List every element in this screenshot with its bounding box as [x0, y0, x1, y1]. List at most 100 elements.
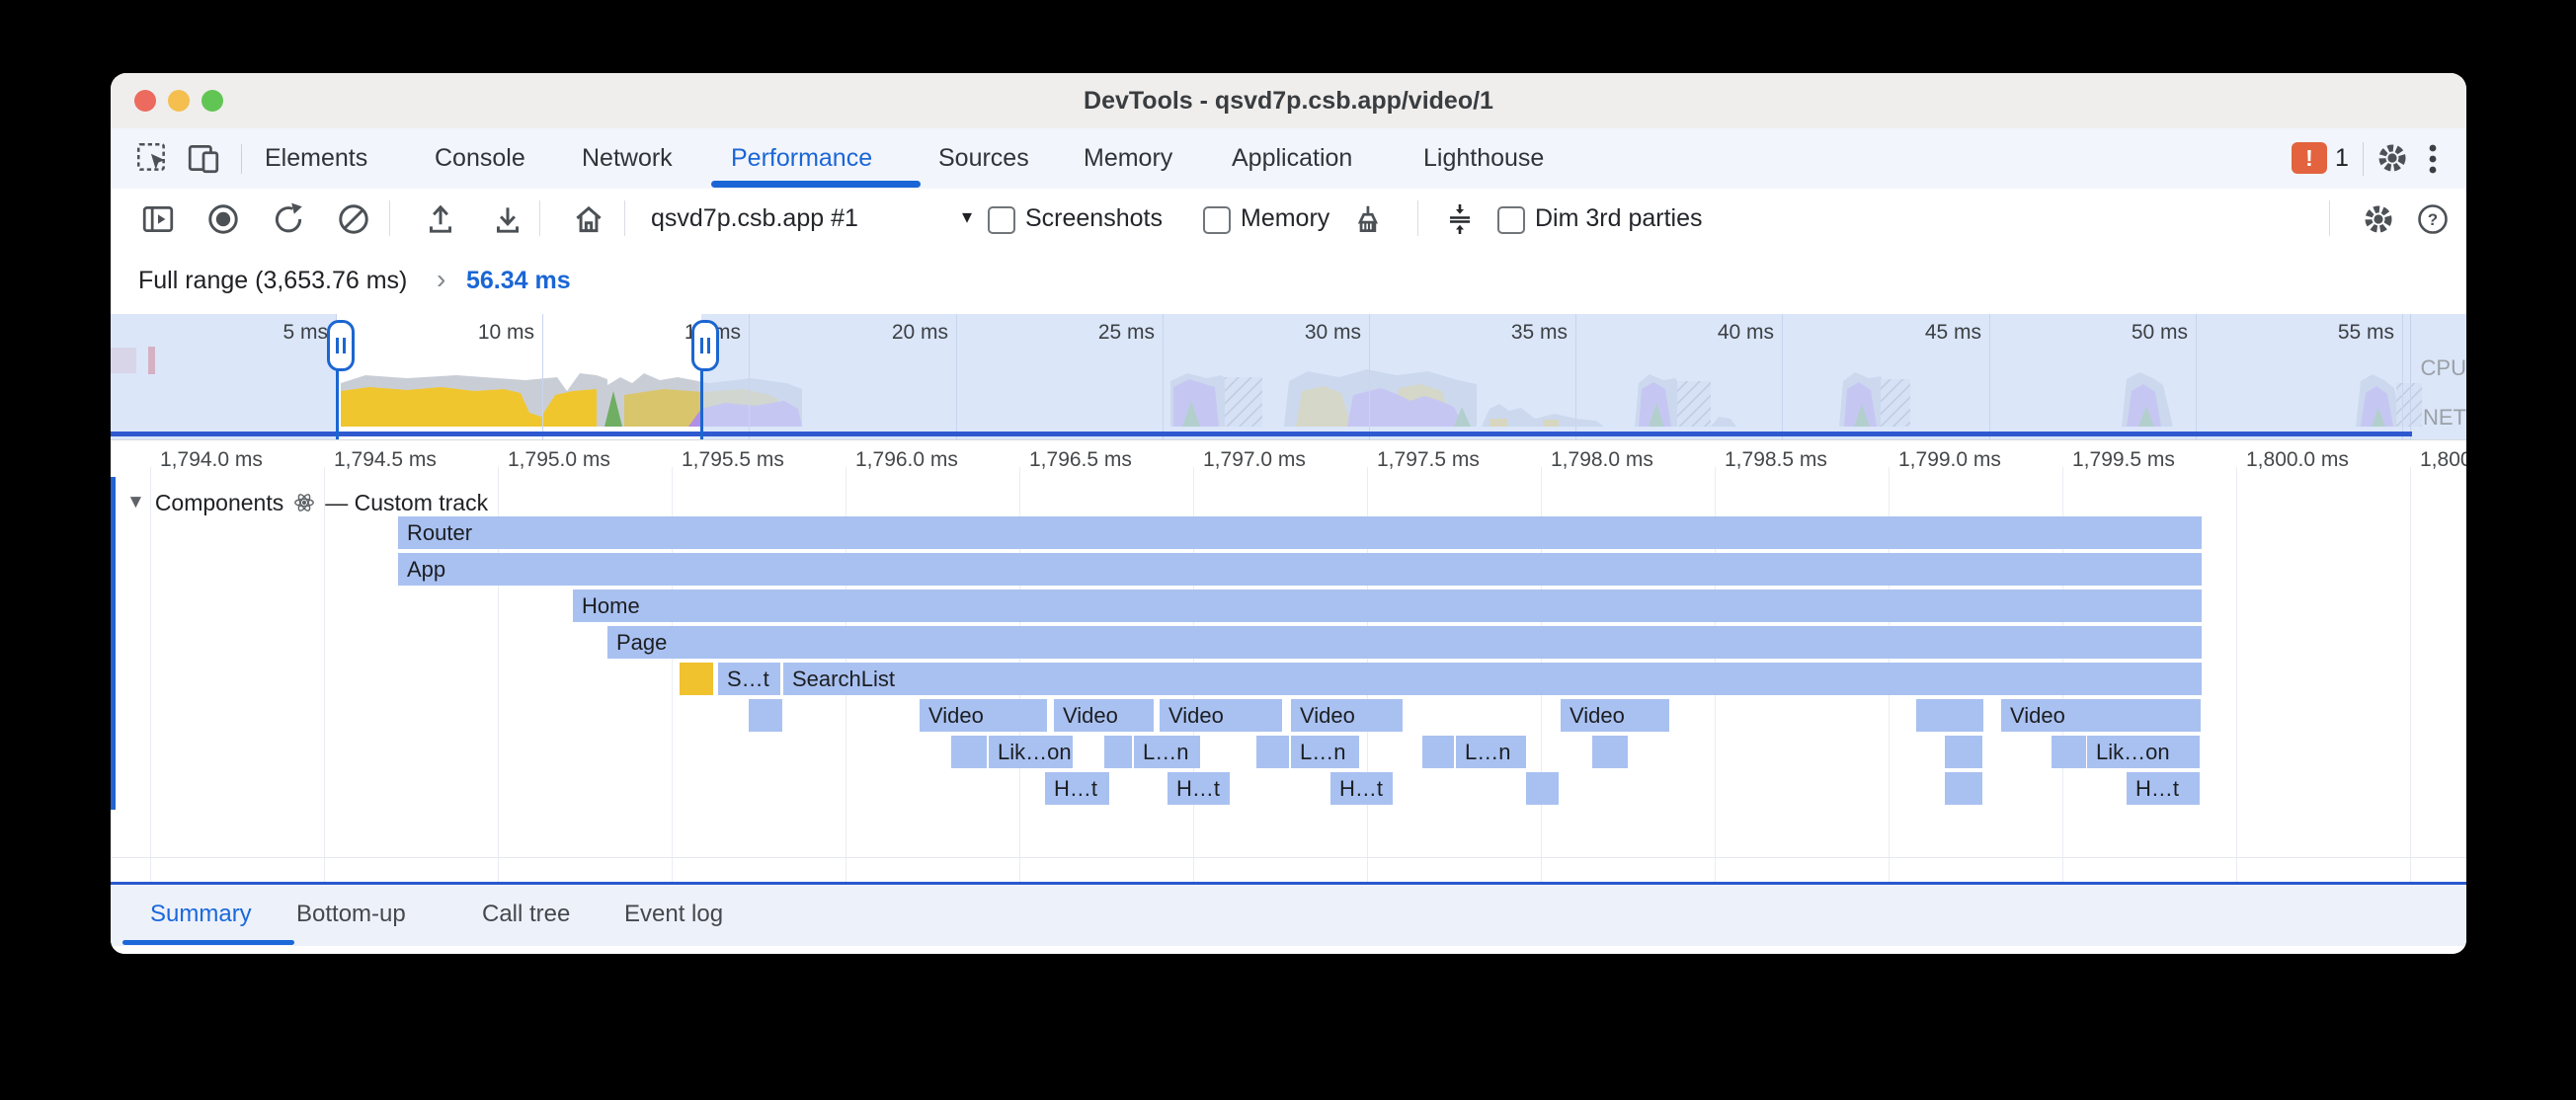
flame-bar[interactable]: [680, 663, 713, 695]
minimap-tick-label: 20 ms: [891, 321, 948, 344]
tab-performance[interactable]: Performance: [731, 144, 873, 172]
bottom-tab-bottom-up[interactable]: Bottom-up: [296, 901, 406, 927]
screenshots-checkbox[interactable]: [988, 206, 1015, 234]
window-right-handle-line: [700, 363, 703, 439]
flame-bar-ht[interactable]: H…t: [1045, 772, 1109, 805]
home-icon[interactable]: [571, 201, 606, 237]
flame-bar-video[interactable]: Video: [1160, 699, 1282, 732]
error-badge-icon[interactable]: !: [2292, 142, 2327, 174]
flame-bar[interactable]: [1945, 736, 1982, 768]
window-left-drag-handle[interactable]: [327, 320, 355, 371]
more-options-icon[interactable]: [2426, 141, 2442, 177]
flame-bar-st[interactable]: S…t: [718, 663, 780, 695]
flame-bar-video[interactable]: Video: [1054, 699, 1154, 732]
flame-bar[interactable]: [2052, 736, 2086, 768]
dim-3rd-parties-label: Dim 3rd parties: [1535, 204, 1703, 232]
toolbar-divider: [389, 200, 390, 236]
target-selector[interactable]: qsvd7p.csb.app #1: [651, 204, 858, 232]
window-bottom-strip: [111, 946, 2466, 954]
flame-bar[interactable]: [951, 736, 987, 768]
settings-gear-icon[interactable]: [2375, 140, 2410, 176]
capture-settings-gear-icon[interactable]: [2361, 201, 2396, 237]
flame-bar[interactable]: [1526, 772, 1559, 805]
compress-tracks-icon[interactable]: [1442, 201, 1478, 237]
inspect-element-icon[interactable]: [134, 140, 170, 176]
minimap-gridline: [542, 314, 543, 439]
minimap-dim-left: [111, 314, 337, 439]
maximize-window-button[interactable]: [201, 90, 223, 112]
flame-bar-ht[interactable]: H…t: [1167, 772, 1230, 805]
flame-bar[interactable]: [1256, 736, 1289, 768]
tab-memory[interactable]: Memory: [1084, 144, 1173, 172]
toggle-sidebar-icon[interactable]: [140, 201, 176, 237]
track-title: Components: [154, 489, 284, 515]
performance-toolbar: qsvd7p.csb.app #1 ▾ Screenshots Memory: [111, 189, 2466, 249]
content-gridline: [2236, 467, 2237, 882]
save-profile-icon[interactable]: [490, 201, 525, 237]
ruler-tick-label: 1,798.0 ms: [1551, 448, 1653, 471]
ruler-tick-label: 1,797.5 ms: [1377, 448, 1480, 471]
tab-network[interactable]: Network: [582, 144, 673, 172]
flame-bar-searchlist[interactable]: SearchList: [783, 663, 2202, 695]
flame-bar-router[interactable]: Router: [398, 516, 2202, 549]
bottom-tab-event-log[interactable]: Event log: [624, 901, 724, 927]
ruler-tick-label: 1,795.5 ms: [682, 448, 784, 471]
svg-text:?: ?: [2428, 210, 2438, 229]
window-right-drag-handle[interactable]: [691, 320, 719, 371]
bottom-tab-call-tree[interactable]: Call tree: [482, 901, 571, 927]
error-count: 1: [2335, 144, 2349, 172]
tab-sources[interactable]: Sources: [938, 144, 1029, 172]
flame-bar-video[interactable]: Video: [1291, 699, 1403, 732]
clear-button[interactable]: [336, 201, 371, 237]
flame-bar[interactable]: [1422, 736, 1454, 768]
flame-bar[interactable]: [749, 699, 782, 732]
bottom-tab-summary[interactable]: Summary: [150, 901, 252, 927]
toggle-device-toolbar-icon[interactable]: [186, 140, 221, 176]
flame-bar[interactable]: [1916, 699, 1983, 732]
flame-bar-video[interactable]: Video: [2001, 699, 2201, 732]
flame-bar-home[interactable]: Home: [573, 589, 2202, 622]
minimap-gridline: [749, 314, 750, 439]
record-and-reload-button[interactable]: [271, 201, 306, 237]
dim-3rd-parties-checkbox[interactable]: [1497, 206, 1525, 234]
minimap-tick-label: 40 ms: [1717, 321, 1774, 344]
ruler-tick-label: 1,798.5 ms: [1725, 448, 1827, 471]
tab-application[interactable]: Application: [1232, 144, 1353, 172]
selected-range-breadcrumb[interactable]: 56.34 ms: [466, 267, 571, 294]
flame-bar-ln[interactable]: L…n: [1134, 736, 1200, 768]
record-button[interactable]: [205, 201, 241, 237]
components-track-header[interactable]: ▼ Components — Custom track: [126, 488, 488, 517]
tab-elements[interactable]: Elements: [265, 144, 368, 172]
chevron-down-icon[interactable]: ▾: [962, 206, 973, 228]
flame-bar-video[interactable]: Video: [1561, 699, 1669, 732]
collapse-track-icon[interactable]: ▼: [126, 492, 145, 512]
flame-bar-app[interactable]: App: [398, 553, 2202, 586]
range-breadcrumb-row: Full range (3,653.76 ms) › 56.34 ms: [111, 248, 2466, 315]
ruler-tick-label: 1,797.0 ms: [1203, 448, 1306, 471]
flame-bar-ht[interactable]: H…t: [1330, 772, 1393, 805]
close-window-button[interactable]: [134, 90, 156, 112]
flame-bar-likon[interactable]: Lik…on: [2087, 736, 2200, 768]
flame-bar[interactable]: [1592, 736, 1628, 768]
react-atom-icon: [293, 492, 315, 513]
flame-bar-ln[interactable]: L…n: [1291, 736, 1359, 768]
minimap-gridline: [2402, 314, 2403, 439]
tab-console[interactable]: Console: [435, 144, 525, 172]
tab-lighthouse[interactable]: Lighthouse: [1423, 144, 1545, 172]
flame-bar[interactable]: [1945, 772, 1982, 805]
flame-bar-likon[interactable]: Lik…on: [989, 736, 1073, 768]
minimize-window-button[interactable]: [168, 90, 190, 112]
memory-checkbox[interactable]: [1203, 206, 1231, 234]
load-profile-icon[interactable]: [423, 201, 458, 237]
garbage-collect-icon[interactable]: [1351, 201, 1387, 237]
flame-bar-video[interactable]: Video: [920, 699, 1047, 732]
flame-bar-page[interactable]: Page: [607, 626, 2202, 659]
full-range-breadcrumb[interactable]: Full range (3,653.76 ms): [138, 267, 408, 294]
flame-bar-ht[interactable]: H…t: [2127, 772, 2200, 805]
tabbar-divider: [2363, 142, 2364, 176]
help-icon[interactable]: ?: [2415, 201, 2451, 237]
flame-bar[interactable]: [1104, 736, 1132, 768]
flame-bar-ln[interactable]: L…n: [1456, 736, 1526, 768]
